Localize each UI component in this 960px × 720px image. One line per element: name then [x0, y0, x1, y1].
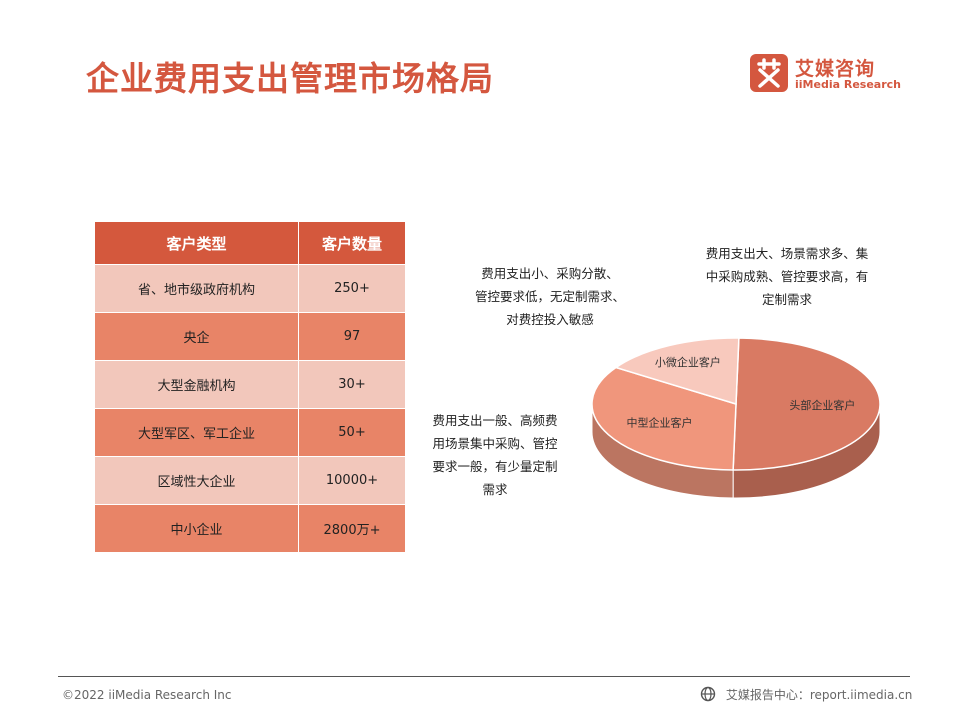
client-type-cell: 区域性大企业: [94, 456, 299, 505]
client-count-cell: 250+: [298, 264, 406, 313]
client-table: 客户类型 客户数量 省、地市级政府机构 250+ 央企 97 大型金融机构 30…: [94, 221, 406, 553]
note-medium-clients: 费用支出一般、高频费 用场景集中采购、管控 要求一般，有少量定制 需求: [420, 409, 570, 501]
globe-icon: [700, 686, 716, 705]
note-line: 需求: [482, 482, 508, 497]
footer-source: 艾媒报告中心：report.iimedia.cn: [700, 686, 912, 705]
client-count-cell: 30+: [298, 360, 406, 409]
note-line: 费用支出小、采购分散、: [481, 266, 619, 281]
table-row: 区域性大企业 10000+: [94, 456, 406, 505]
pie-slice-label: 小微企业客户: [655, 355, 721, 369]
logo-mark-icon: [750, 54, 788, 92]
table-row: 大型军区、军工企业 50+: [94, 408, 406, 457]
client-type-cell: 央企: [94, 312, 299, 361]
client-count-cell: 2800万+: [298, 504, 406, 553]
note-line: 中采购成熟、管控要求高，有: [705, 269, 869, 284]
note-line: 管控要求低，无定制需求、: [474, 289, 625, 304]
note-small-clients: 费用支出小、采购分散、 管控要求低，无定制需求、 对费控投入敏感: [455, 262, 645, 331]
brand-logo: 艾媒咨询 iiMedia Research: [750, 54, 901, 96]
pie-slice-0: [732, 337, 881, 471]
note-line: 费用支出一般、高频费: [432, 413, 558, 428]
note-large-clients: 费用支出大、场景需求多、集 中采购成熟、管控要求高，有 定制需求: [692, 242, 882, 311]
client-type-cell: 中小企业: [94, 504, 299, 553]
header-client-type: 客户类型: [94, 221, 299, 265]
note-line: 定制需求: [761, 292, 812, 307]
note-line: 用场景集中采购、管控: [432, 436, 558, 451]
pie-slice-label: 中型企业客户: [626, 415, 692, 429]
note-line: 对费控投入敏感: [506, 312, 594, 327]
client-count-cell: 50+: [298, 408, 406, 457]
header-client-count: 客户数量: [298, 221, 406, 265]
client-type-cell: 省、地市级政府机构: [94, 264, 299, 313]
footer-copyright: ©2022 iiMedia Research Inc: [62, 688, 232, 702]
table-row: 央企 97: [94, 312, 406, 361]
table-row: 大型金融机构 30+: [94, 360, 406, 409]
client-type-cell: 大型金融机构: [94, 360, 299, 409]
footer-divider: [58, 676, 910, 677]
page-title: 企业费用支出管理市场格局: [86, 59, 494, 98]
logo-name-cn: 艾媒咨询: [795, 58, 876, 80]
client-count-cell: 97: [298, 312, 406, 361]
table-row: 省、地市级政府机构 250+: [94, 264, 406, 313]
pie-slice-2: [614, 337, 740, 405]
client-type-cell: 大型军区、军工企业: [94, 408, 299, 457]
logo-name-en: iiMedia Research: [795, 78, 901, 91]
client-count-cell: 10000+: [298, 456, 406, 505]
note-line: 费用支出大、场景需求多、集: [705, 246, 869, 261]
footer-source-text: 艾媒报告中心：report.iimedia.cn: [725, 688, 913, 702]
pie-slice-label: 头部企业客户: [789, 398, 855, 412]
note-line: 要求一般，有少量定制: [432, 459, 558, 474]
table-row: 中小企业 2800万+: [94, 504, 406, 553]
